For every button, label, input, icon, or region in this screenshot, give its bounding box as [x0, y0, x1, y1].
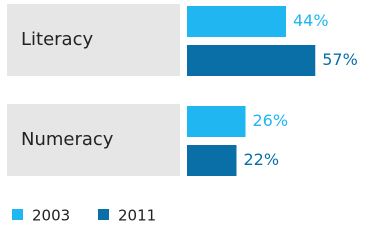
bar — [187, 145, 237, 176]
legend-swatch — [12, 209, 23, 220]
legend-label: 2003 — [32, 207, 70, 225]
value-label: 26% — [253, 111, 289, 130]
chart: Literacy 44% 57% Numeracy 26% 22% 2003 2011 — [7, 4, 358, 225]
legend-label: 2011 — [118, 207, 156, 225]
category-label: Literacy — [21, 29, 93, 50]
value-label: 22% — [244, 150, 280, 169]
bar — [187, 106, 246, 137]
category-box — [7, 104, 180, 176]
category-label: Numeracy — [21, 129, 114, 150]
category-box — [7, 4, 180, 76]
value-label: 44% — [293, 11, 329, 30]
value-label: 57% — [322, 50, 358, 69]
bar — [187, 45, 316, 76]
bar — [187, 6, 286, 37]
legend-swatch — [98, 209, 109, 220]
